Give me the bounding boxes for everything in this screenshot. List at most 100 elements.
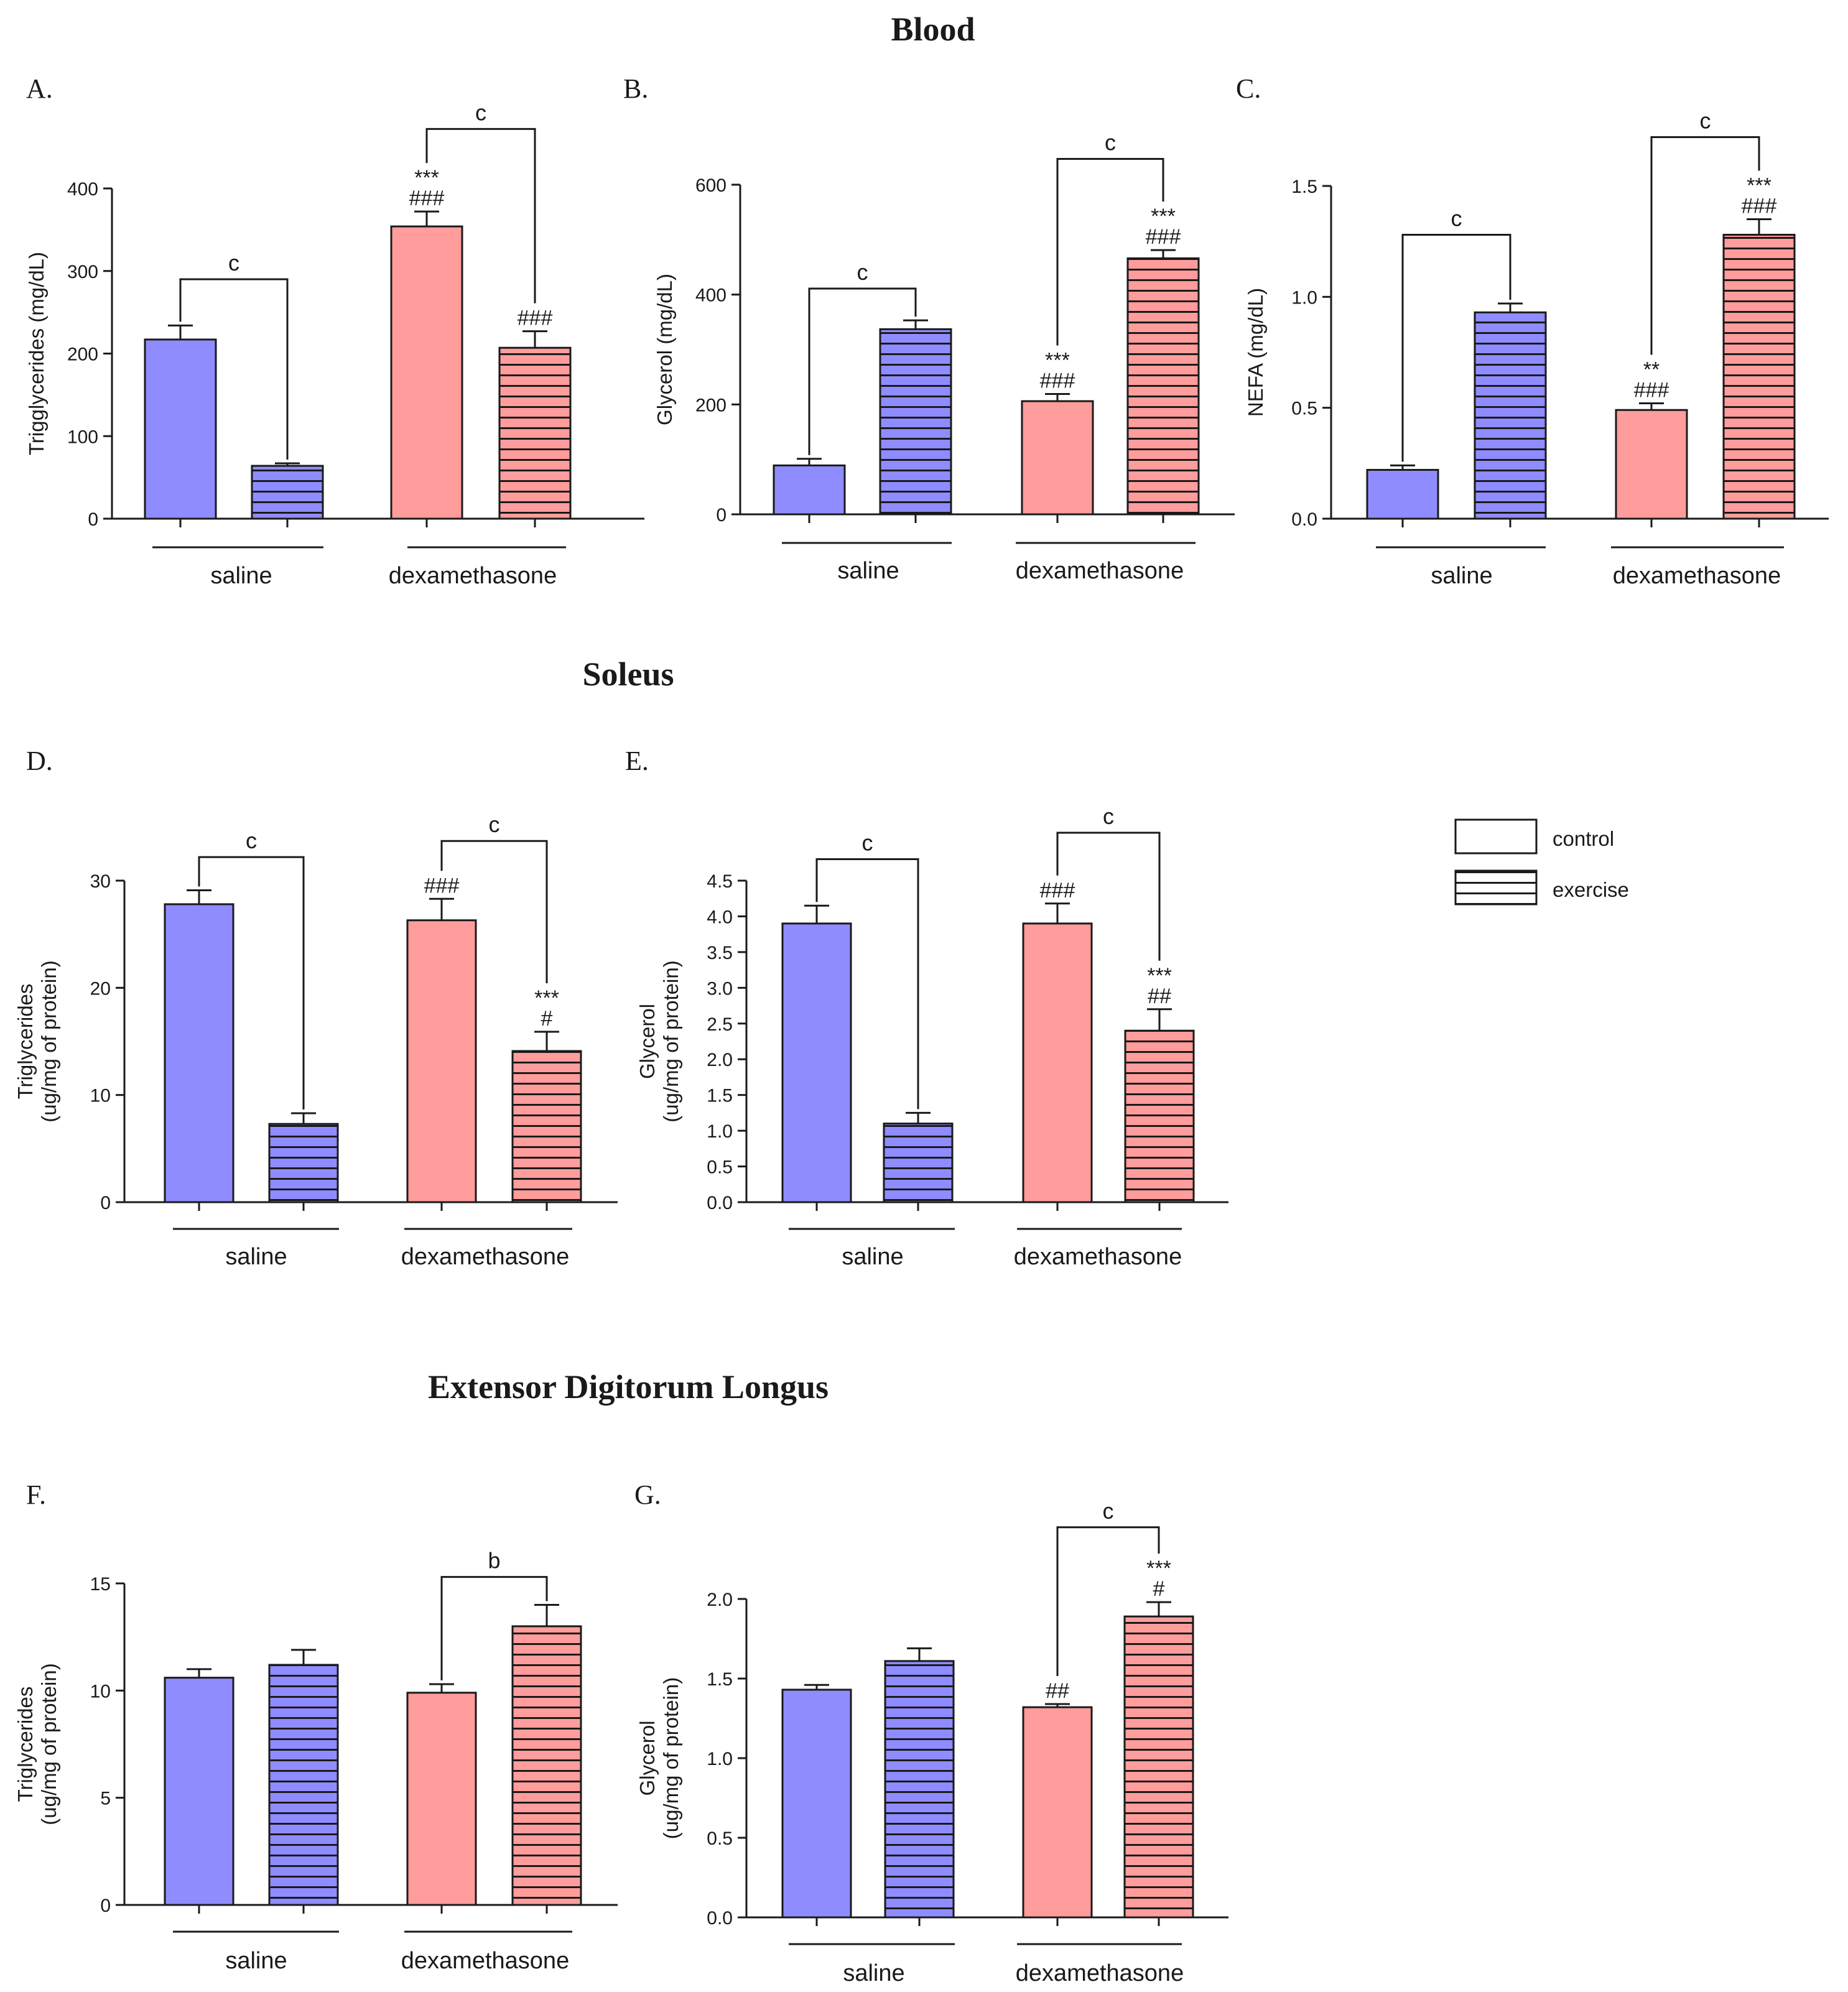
y-tick-label: 400	[67, 179, 98, 200]
bracket-label: c	[228, 250, 239, 276]
significance-bracket	[1056, 157, 1164, 346]
y-tick-label: 10	[90, 1681, 111, 1702]
bar-stripes	[252, 466, 323, 519]
legend-swatch-exercise	[1454, 869, 1538, 906]
y-tick-label: 10	[90, 1086, 111, 1106]
y-tick-label: 300	[67, 262, 98, 282]
significance-mark: ***	[1151, 205, 1176, 228]
bar-stripes	[1724, 234, 1795, 519]
y-tick-label: 600	[695, 175, 727, 196]
bar-stripes	[885, 1661, 954, 1917]
y-tick-label: 1.0	[707, 1121, 733, 1142]
bar-dexamethasone-control	[407, 920, 476, 1202]
bracket-label: c	[1103, 1498, 1114, 1524]
bar-stripes	[884, 1123, 952, 1202]
group-label: dexamethasone	[401, 1244, 569, 1270]
group-label: dexamethasone	[1613, 563, 1781, 589]
y-tick-label: 0.0	[707, 1908, 733, 1929]
bar-dexamethasone-control	[1022, 401, 1093, 514]
panel-label: D.	[26, 746, 53, 776]
y-tick-label: 20	[90, 978, 111, 999]
bracket-label: c	[475, 100, 486, 125]
significance-bracket	[1056, 1526, 1160, 1676]
y-tick-label: 4.0	[707, 907, 733, 927]
bracket-label: c	[1105, 129, 1116, 155]
bar-stripes	[1125, 1031, 1194, 1202]
bracket-label: c	[489, 812, 500, 837]
significance-mark: ***	[1747, 174, 1771, 198]
y-tick-label: 0.5	[707, 1157, 733, 1178]
significance-bracket	[815, 858, 919, 1109]
significance-mark: ###	[1146, 225, 1181, 249]
y-tick-label: 5	[100, 1789, 111, 1809]
significance-mark: ###	[518, 307, 553, 330]
significance-mark: ##	[1046, 1679, 1069, 1703]
y-tick-label: 200	[67, 345, 98, 365]
panel-label: A.	[26, 73, 53, 104]
legend: control exercise	[1454, 818, 1629, 906]
chart-G: G. 0.0 0.5 1.0 1.5 2.0 Glycerol (ug/mg of prote…	[634, 1480, 1228, 1986]
significance-mark: **	[1643, 358, 1660, 382]
significance-mark: ***	[1146, 1557, 1171, 1580]
significance-bracket	[1401, 233, 1511, 462]
bar-dexamethasone-control	[1023, 923, 1092, 1202]
y-axis-label: (ug/mg of protein)	[659, 960, 682, 1122]
legend-label-exercise: exercise	[1553, 878, 1629, 901]
significance-mark: #	[541, 1007, 553, 1031]
panel-label: F.	[26, 1480, 46, 1510]
bar-dexamethasone-control	[391, 226, 462, 519]
group-label: saline	[225, 1948, 287, 1974]
y-tick-label: 0	[716, 505, 727, 526]
y-axis-label: (ug/mg of protein)	[37, 960, 60, 1122]
y-tick-label: 1.0	[1291, 287, 1317, 308]
y-tick-label: 0	[100, 1193, 111, 1213]
y-axis-label: Glycerol (mg/dL)	[653, 274, 676, 425]
chart-A: A. 0 100 200 300 400 Trigglycerides (mg/dL) ***…	[25, 73, 644, 589]
group-label: dexamethasone	[1016, 558, 1184, 584]
bar-stripes	[269, 1124, 338, 1202]
significance-bracket	[440, 1576, 548, 1680]
group-label: dexamethasone	[389, 563, 557, 589]
y-tick-label: 0.5	[707, 1828, 733, 1849]
y-tick-label: 2.0	[707, 1590, 733, 1610]
y-tick-label: 0.0	[707, 1193, 733, 1213]
significance-mark: ###	[1040, 879, 1075, 902]
bracket-label: c	[246, 828, 257, 853]
y-tick-label: 0.5	[1291, 399, 1317, 419]
y-axis-label: Triglycerides	[14, 984, 37, 1100]
bracket-label: c	[1103, 804, 1114, 829]
group-label: dexamethasone	[1014, 1244, 1182, 1270]
bracket-label: c	[1700, 108, 1711, 134]
legend-swatch-control	[1454, 818, 1538, 855]
bracket-label: c	[857, 259, 868, 285]
group-label: dexamethasone	[1016, 1960, 1184, 1986]
bar-saline-control	[165, 1677, 233, 1905]
bar-stripes	[1125, 1616, 1193, 1917]
panel-label: E.	[625, 746, 649, 776]
y-tick-label: 1.5	[707, 1669, 733, 1690]
group-label: saline	[842, 1244, 903, 1270]
y-tick-label: 2.5	[707, 1014, 733, 1035]
bar-stripes	[513, 1626, 581, 1905]
significance-bracket	[198, 856, 305, 1109]
significance-bracket	[425, 127, 536, 303]
panel-label: C.	[1236, 73, 1261, 104]
bar-dexamethasone-control	[407, 1692, 476, 1905]
y-axis-label: Glycerol	[636, 1004, 659, 1079]
bar-saline-control	[145, 339, 216, 519]
y-tick-label: 1.0	[707, 1749, 733, 1769]
significance-mark: ***	[414, 166, 439, 190]
significance-bracket	[808, 287, 917, 455]
bracket-label: c	[1451, 205, 1462, 231]
bar-saline-control	[782, 923, 851, 1202]
significance-mark: #	[1153, 1577, 1165, 1601]
section-titles: Blood Soleus Extensor Digitorum Longus	[428, 11, 975, 1406]
group-label: dexamethasone	[401, 1948, 569, 1974]
chart-E: E. 0.0 0.5 1.0 1.5 2.0 2.5 3.0 3.5 4.0 4.5 Glycerol…	[625, 746, 1228, 1270]
chart-F: F. 0 5 10 15 Triglycerides (ug/mg of protein) b…	[14, 1480, 618, 1974]
y-tick-label: 0.0	[1291, 509, 1317, 530]
significance-mark: ###	[1742, 195, 1777, 218]
significance-bracket	[1056, 832, 1161, 961]
